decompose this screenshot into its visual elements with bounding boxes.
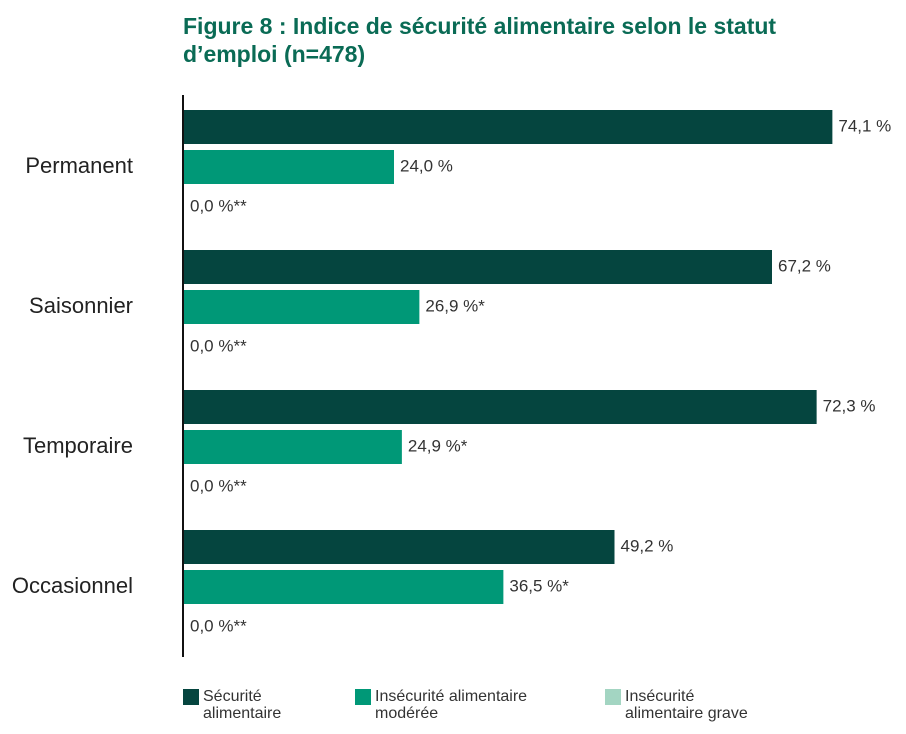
value-label: 26,9 %* <box>425 296 485 315</box>
legend-swatch <box>355 689 371 705</box>
value-label: 36,5 %* <box>509 576 569 595</box>
value-label: 67,2 % <box>778 256 831 275</box>
bar <box>184 530 615 564</box>
value-label: 24,9 %* <box>408 436 468 455</box>
legend: Sécurité alimentaire Insécurité alimentai… <box>0 688 906 734</box>
legend-swatch <box>183 689 199 705</box>
bar <box>184 390 817 424</box>
legend-swatch <box>605 689 621 705</box>
legend-label: Insécurité alimentaire grave <box>625 688 748 722</box>
bar <box>184 150 394 184</box>
bar <box>184 110 833 144</box>
legend-label: Sécurité alimentaire <box>203 688 282 722</box>
legend-item: Sécurité alimentaire <box>183 688 293 722</box>
bar <box>184 250 772 284</box>
bar <box>184 570 504 604</box>
category-label: Occasionnel <box>12 573 133 598</box>
value-label: 0,0 %** <box>190 616 247 635</box>
legend-label: Insécurité alimentaire modérée <box>375 688 528 722</box>
category-label: Temporaire <box>23 433 133 458</box>
chart-title: Figure 8 : Indice de sécurité alimentair… <box>183 13 777 67</box>
legend-item: Insécurité alimentaire modérée <box>355 688 575 722</box>
value-label: 0,0 %** <box>190 476 247 495</box>
bar <box>184 430 402 464</box>
value-label: 0,0 %** <box>190 336 247 355</box>
value-label: 74,1 % <box>838 116 891 135</box>
category-label: Permanent <box>25 153 133 178</box>
bar <box>184 290 420 324</box>
chart: Permanent 74,1 % 24,0 % 0,0 %** Saisonnier 67… <box>12 95 891 657</box>
legend-item: Insécurité alimentaire grave <box>605 688 775 722</box>
value-label: 49,2 % <box>621 536 674 555</box>
value-label: 72,3 % <box>823 396 876 415</box>
value-label: 24,0 % <box>400 156 453 175</box>
category-label: Saisonnier <box>29 293 133 318</box>
value-label: 0,0 %** <box>190 196 247 215</box>
